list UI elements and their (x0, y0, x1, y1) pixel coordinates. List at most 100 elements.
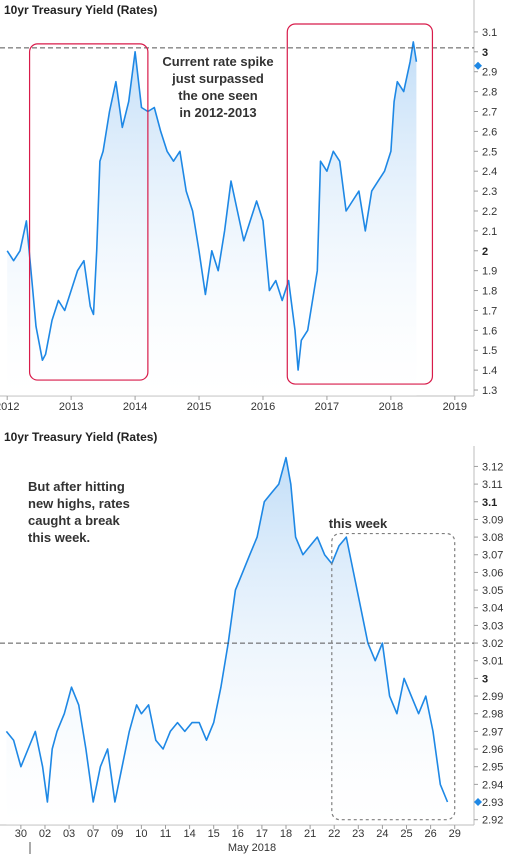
chart-top-annotation-line-3: the one seen (178, 88, 258, 103)
y-tick-label: 3.09 (482, 514, 503, 526)
y-tick-label: 2.94 (482, 779, 503, 791)
y-tick-label: 2.4 (482, 166, 497, 178)
y-tick-label: 3.07 (482, 550, 503, 562)
x-tick-label: 2016 (251, 401, 275, 413)
y-tick-label: 2.98 (482, 709, 503, 721)
x-tick-label: 09 (111, 828, 123, 840)
x-tick-label: 23 (352, 828, 364, 840)
chart-top: 10yr Treasury Yield (Rates) 3.1 3 2.9 2.8 2.… (0, 0, 497, 413)
chart-bottom-annotation: But after hitting new highs, rates caugh… (28, 479, 388, 545)
y-tick-label: 2.99 (482, 691, 503, 703)
x-tick-label: 17 (256, 828, 268, 840)
y-tick-label: 2.95 (482, 762, 503, 774)
x-tick-label: 2015 (187, 401, 211, 413)
y-tick-label: 3.05 (482, 585, 503, 597)
y-tick-label: 1.9 (482, 266, 497, 278)
x-tick-label: 10 (135, 828, 147, 840)
chart-top-highlight-layer (28, 23, 434, 385)
chart-top-annotation-line-4: in 2012-2013 (179, 105, 256, 120)
chart-top-line-layer (6, 41, 418, 371)
x-tick-label: 22 (328, 828, 340, 840)
x-tick-label: 21 (304, 828, 316, 840)
highlight-box (331, 532, 456, 821)
y-tick-label: 2.92 (482, 815, 503, 827)
series-area (6, 457, 448, 825)
x-tick-label: 25 (400, 828, 412, 840)
y-tick-label: 3.04 (482, 603, 503, 615)
highlight-box (28, 43, 149, 381)
x-tick-label: 2018 (379, 401, 403, 413)
y-tick-label: 3 (482, 47, 488, 59)
y-tick-label: 3.01 (482, 656, 503, 668)
series-line (5, 456, 449, 803)
x-tick-label: 24 (376, 828, 388, 840)
series-area (7, 41, 417, 397)
x-tick-label: 15 (208, 828, 220, 840)
chart-bottom-annotation-line-4: this week. (28, 530, 90, 545)
chart-top-annotation-line-1: Current rate spike (162, 54, 273, 69)
y-tick-label: 2.3 (482, 186, 497, 198)
y-tick-label: 3.06 (482, 567, 503, 579)
chart-top-marker-layer (474, 61, 482, 70)
y-tick-label: 1.3 (482, 385, 497, 397)
x-tick-label: 02 (39, 828, 51, 840)
y-tick-label: 1.8 (482, 286, 497, 298)
last-value-marker (474, 61, 482, 70)
chart-bottom-highlight-layer (331, 532, 456, 821)
chart-bottom-x-ticks: 30 02 03 07 09 10 11 14 15 16 17 18 21 22 23 24 25 26 29 (15, 825, 461, 840)
y-tick-label: 2.96 (482, 744, 503, 756)
y-tick-label: 3.08 (482, 532, 503, 544)
chart-bottom-x-axis-label: May 2018 (228, 842, 276, 854)
y-tick-label: 2.93 (482, 797, 503, 809)
chart-top-y-ticks: 3.1 3 2.9 2.8 2.7 2.6 2.5 2.4 2.3 2.2 2.1 2 1.9 1.8 1.… (474, 27, 497, 397)
y-tick-label: 2.1 (482, 226, 497, 238)
chart-top-area-layer (7, 41, 417, 397)
y-tick-label: 2.97 (482, 726, 503, 738)
chart-bottom-box-label: this week (329, 516, 388, 531)
x-tick-label: 2012 (0, 401, 19, 413)
x-tick-label: 2019 (443, 401, 467, 413)
y-tick-label: 3.1 (482, 27, 497, 39)
x-tick-label: 2017 (315, 401, 339, 413)
chart-bottom-area-layer (6, 457, 448, 825)
y-tick-label: 2.7 (482, 107, 497, 119)
x-tick-label: 29 (449, 828, 461, 840)
chart-bottom-marker-layer (474, 798, 482, 807)
x-tick-label: 30 (15, 828, 27, 840)
chart-bottom-y-ticks: 3.12 3.11 3.1 3.09 3.08 3.07 3.06 3.05 3.04 3.03 3… (474, 461, 503, 827)
y-tick-label: 1.5 (482, 345, 497, 357)
y-tick-label: 3 (482, 673, 488, 685)
x-tick-label: 26 (424, 828, 436, 840)
x-tick-label: 16 (232, 828, 244, 840)
series-line (6, 41, 418, 371)
x-tick-label: 11 (160, 828, 171, 840)
y-tick-label: 1.4 (482, 365, 497, 377)
y-tick-label: 2.9 (482, 67, 497, 79)
x-tick-label: 2014 (123, 401, 147, 413)
chart-top-title: 10yr Treasury Yield (Rates) (4, 3, 157, 17)
last-value-marker (474, 798, 482, 807)
chart-bottom-line-layer (5, 456, 449, 803)
chart-bottom: 10yr Treasury Yield (Rates) 3.123.113.13… (0, 430, 503, 854)
x-tick-label: 03 (63, 828, 75, 840)
y-tick-label: 3.02 (482, 638, 503, 650)
chart-top-x-ticks: 2012 2013 2014 2015 2016 2017 2018 2019 (0, 396, 467, 413)
chart-bottom-annotation-line-3: caught a break (28, 513, 121, 528)
y-tick-label: 2.6 (482, 126, 497, 138)
y-tick-label: 2.8 (482, 87, 497, 99)
x-tick-label: 18 (280, 828, 292, 840)
chart-bottom-title: 10yr Treasury Yield (Rates) (4, 430, 157, 444)
x-tick-label: 14 (183, 828, 195, 840)
y-tick-label: 2 (482, 246, 488, 258)
y-tick-label: 1.7 (482, 305, 497, 317)
chart-top-annotation-line-2: just surpassed (171, 71, 264, 86)
y-tick-label: 1.6 (482, 325, 497, 337)
y-tick-label: 3.11 (482, 479, 503, 491)
chart-bottom-annotation-line-2: new highs, rates (28, 496, 130, 511)
x-tick-label: 2013 (59, 401, 83, 413)
x-tick-label: 07 (87, 828, 99, 840)
chart-top-annotation: Current rate spike just surpassed the on… (162, 54, 273, 120)
y-tick-label: 3.1 (482, 497, 497, 509)
y-tick-label: 2.2 (482, 206, 497, 218)
